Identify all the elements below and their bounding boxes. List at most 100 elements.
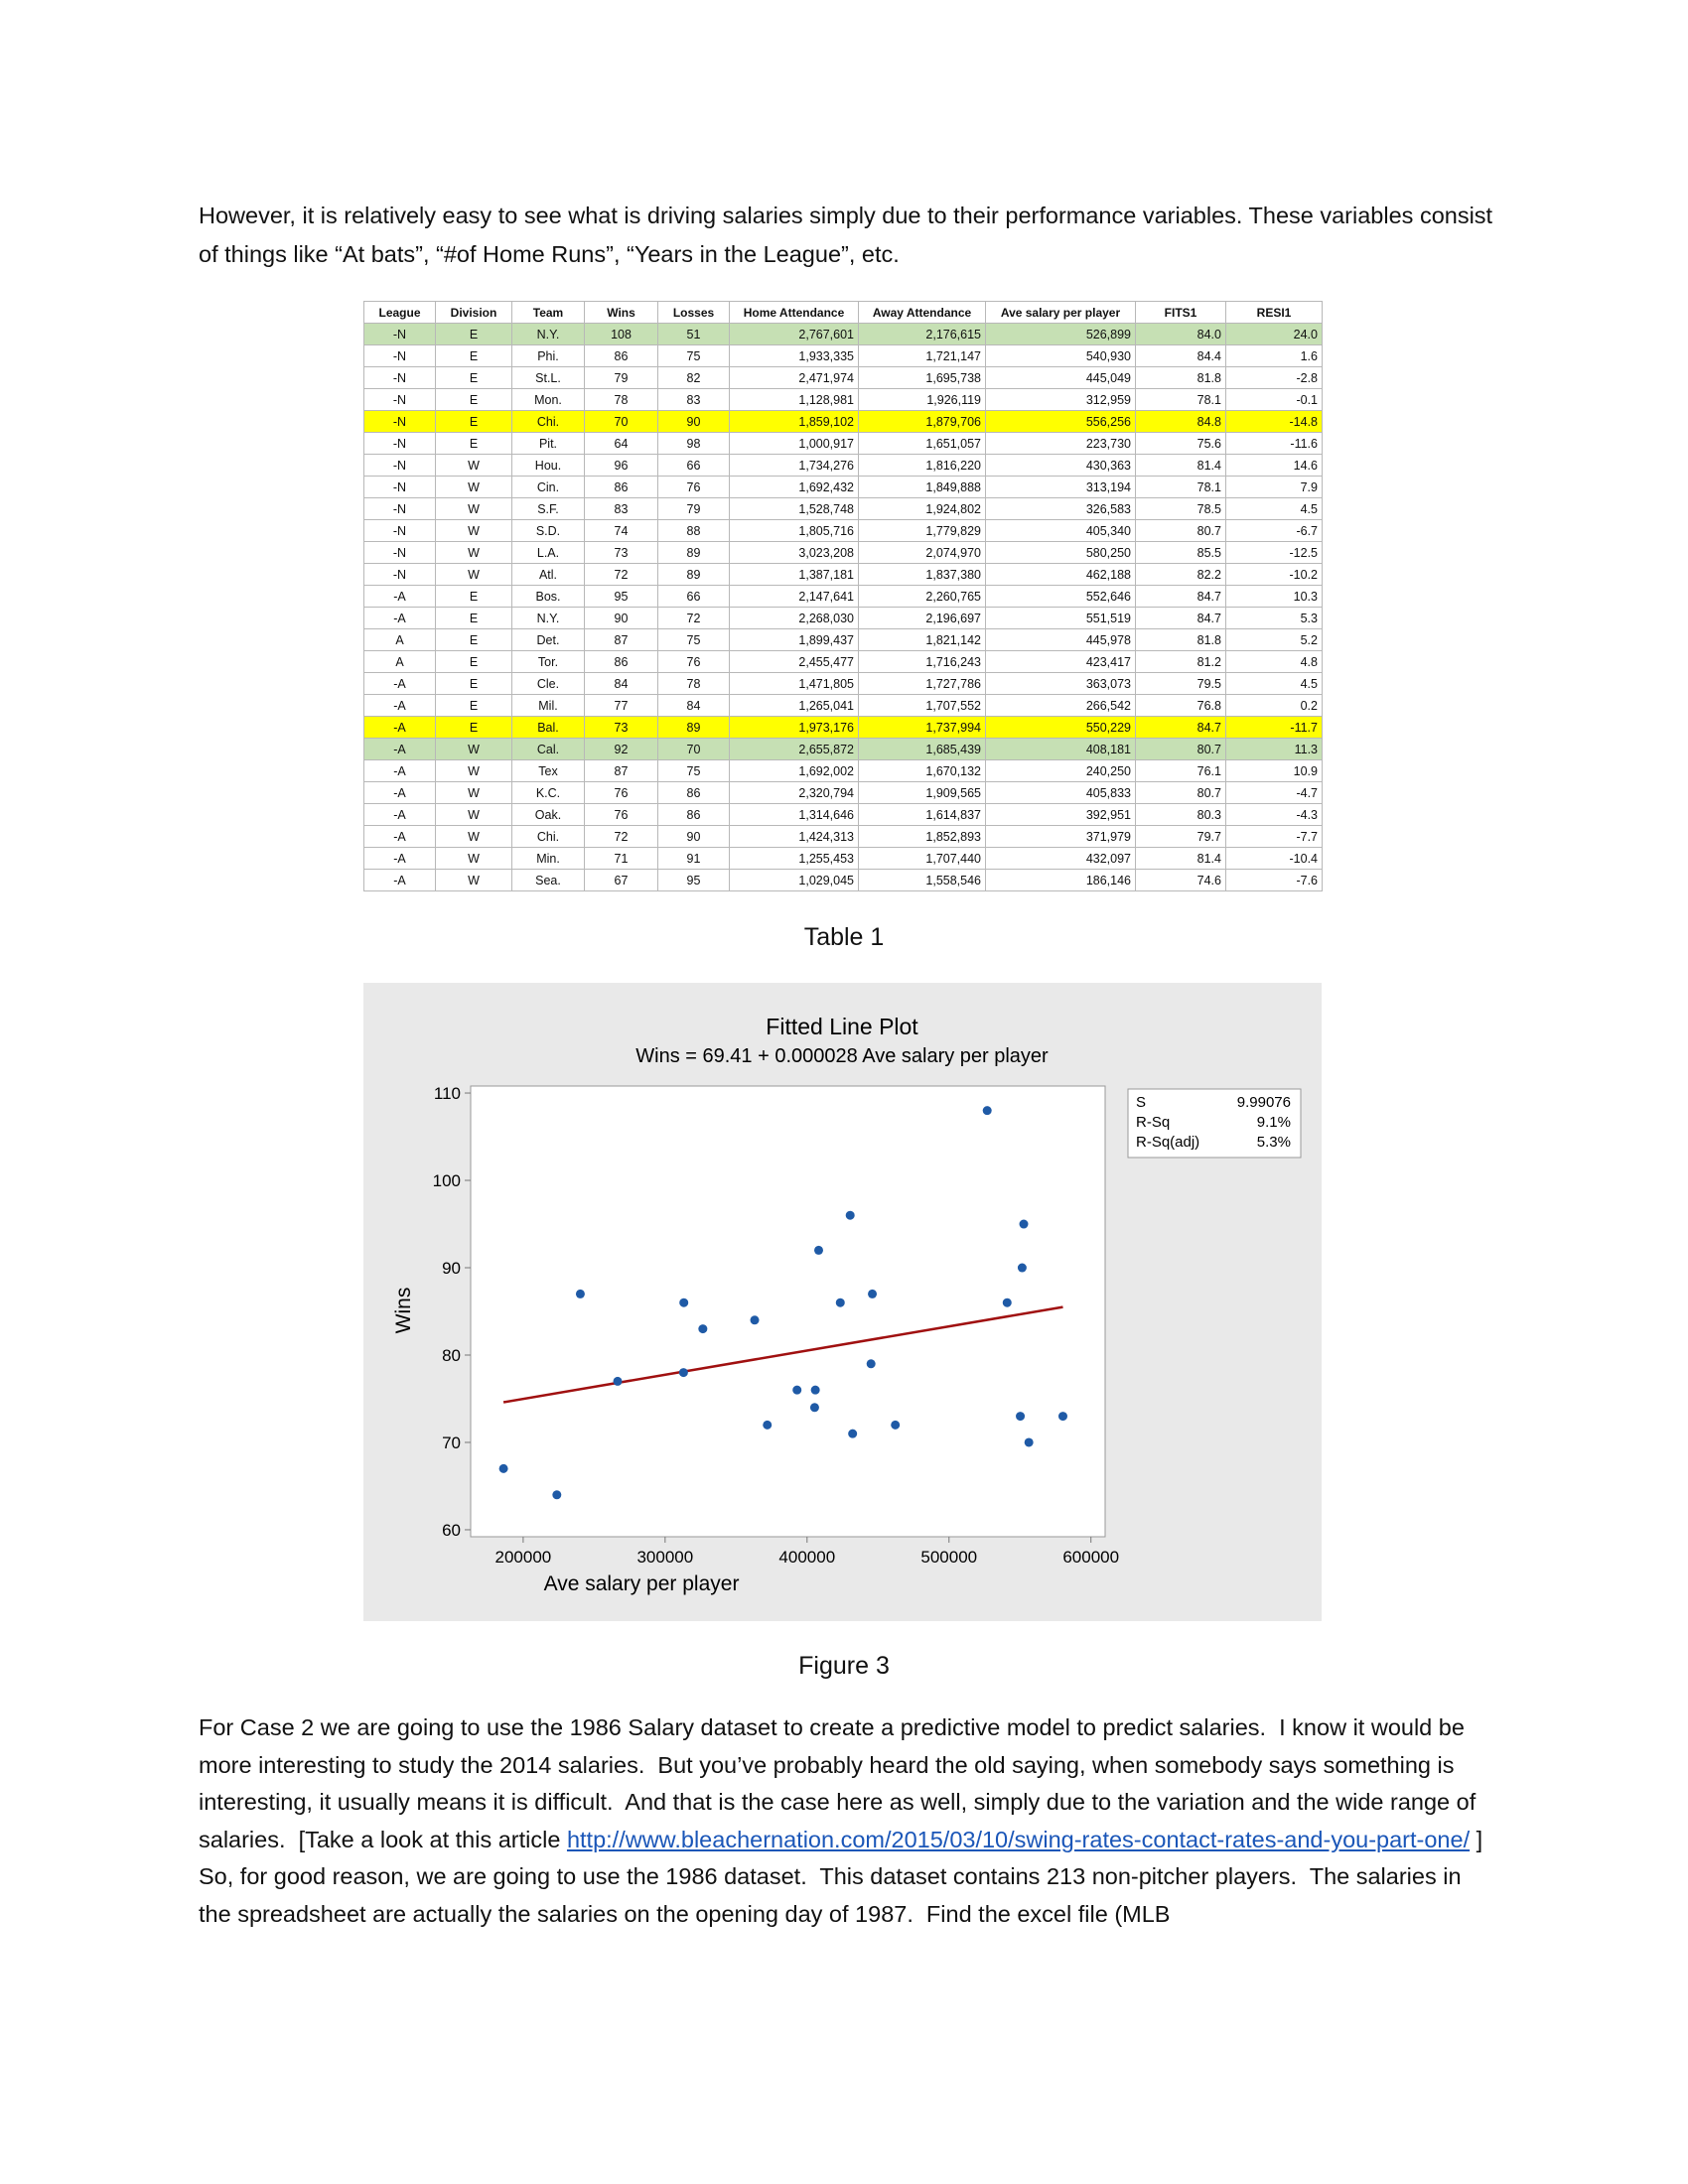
table-cell: -A — [363, 716, 436, 739]
stat-label: R-Sq — [1136, 1114, 1170, 1131]
article-link[interactable]: http://www.bleachernation.com/2015/03/10… — [566, 1826, 1471, 1852]
table-caption: Table 1 — [803, 923, 885, 951]
data-point — [792, 1385, 802, 1395]
table-cell: 1,933,335 — [729, 344, 859, 367]
table-cell: 445,978 — [985, 628, 1136, 651]
table-cell: 1,692,432 — [729, 476, 859, 498]
data-point — [1057, 1412, 1067, 1422]
table-cell: 76.8 — [1135, 694, 1226, 717]
text: ] So, for good reason, we are going to u… — [199, 1826, 1489, 1927]
table-cell: Min. — [511, 847, 585, 870]
table-cell: E — [435, 694, 512, 717]
table-cell: -N — [363, 519, 436, 542]
table-cell: 326,583 — [985, 497, 1136, 520]
table-cell: 76 — [657, 650, 730, 673]
table-cell: 2,196,697 — [858, 607, 986, 629]
data-point — [575, 1289, 585, 1298]
table-cell: -A — [363, 825, 436, 848]
table-cell: -N — [363, 454, 436, 477]
data-point — [613, 1376, 623, 1386]
table-cell: 1,424,313 — [729, 825, 859, 848]
y-tick-label: 110 — [434, 1084, 461, 1103]
table-cell: 2,147,641 — [729, 585, 859, 608]
table-cell: E — [435, 323, 512, 345]
table-cell: 556,256 — [985, 410, 1136, 433]
table-cell: 363,073 — [985, 672, 1136, 695]
table-cell: Oak. — [511, 803, 585, 826]
stat-value: 9.99076 — [1237, 1094, 1291, 1111]
table-cell: 580,250 — [985, 541, 1136, 564]
table-row: -N E Chi. 70 90 1,859,102 1,879,706 556,256 84.8… — [363, 410, 1323, 433]
table-cell: 1,314,646 — [729, 803, 859, 826]
table-cell: N.Y. — [511, 607, 585, 629]
table-cell: -7.7 — [1225, 825, 1323, 848]
table-row: -A E Bal. 73 89 1,973,176 1,737,994 550,229 84.7… — [363, 716, 1323, 739]
table-cell: 2,455,477 — [729, 650, 859, 673]
table-cell: -A — [363, 672, 436, 695]
table-cell: 1,816,220 — [858, 454, 986, 477]
table-row: -A W Oak. 76 86 1,314,646 1,614,837 392,951 80.3… — [363, 803, 1323, 826]
table-cell: 240,250 — [985, 759, 1136, 782]
table-cell: 76.1 — [1135, 759, 1226, 782]
table-cell: Tex — [511, 759, 585, 782]
figure-caption: Figure 3 — [798, 1652, 890, 1680]
table-cell: 90 — [657, 410, 730, 433]
table-cell: 266,542 — [985, 694, 1136, 717]
table-cell: 1,614,837 — [858, 803, 986, 826]
table-cell: 1,387,181 — [729, 563, 859, 586]
table-cell: 1,805,716 — [729, 519, 859, 542]
header-cell: Ave salary per player — [985, 301, 1136, 324]
header-cell: FITS1 — [1135, 301, 1226, 324]
table-cell: 1,909,565 — [858, 781, 986, 804]
y-tick-label: 60 — [442, 1521, 461, 1540]
table-cell: -14.8 — [1225, 410, 1323, 433]
closing-paragraph: For Case 2 we are going to use the 1986 … — [199, 1709, 1499, 1933]
table-cell: -N — [363, 388, 436, 411]
table-cell: 1,821,142 — [858, 628, 986, 651]
table-cell: Chi. — [511, 825, 585, 848]
stat-value: 9.1% — [1257, 1114, 1291, 1131]
table-cell: 72 — [584, 563, 658, 586]
table-cell: Mon. — [511, 388, 585, 411]
table-cell: 1,528,748 — [729, 497, 859, 520]
table-cell: 84.8 — [1135, 410, 1226, 433]
table-cell: Mil. — [511, 694, 585, 717]
table-cell: Bos. — [511, 585, 585, 608]
table-row: -A W Tex 87 75 1,692,002 1,670,132 240,250 76.1 1… — [363, 759, 1323, 782]
table-cell: W — [435, 847, 512, 870]
table-cell: 75 — [657, 344, 730, 367]
data-point — [679, 1297, 689, 1307]
table-cell: 1,859,102 — [729, 410, 859, 433]
data-point — [1002, 1297, 1012, 1307]
stat-label: S — [1136, 1094, 1146, 1111]
table-cell: -12.5 — [1225, 541, 1323, 564]
x-tick-label: 300000 — [636, 1548, 693, 1567]
table-cell: E — [435, 716, 512, 739]
header-cell: Division — [435, 301, 512, 324]
table-cell: 24.0 — [1225, 323, 1323, 345]
y-tick-label: 100 — [433, 1171, 461, 1190]
table-cell: -A — [363, 585, 436, 608]
table-cell: 1,695,738 — [858, 366, 986, 389]
table-cell: 7.9 — [1225, 476, 1323, 498]
table-cell: W — [435, 869, 512, 891]
table-cell: 1,734,276 — [729, 454, 859, 477]
table-cell: -7.6 — [1225, 869, 1323, 891]
stats-box — [1127, 1088, 1302, 1159]
header-cell: Team — [511, 301, 585, 324]
data-point — [1017, 1263, 1027, 1273]
fit-line — [502, 1305, 1063, 1404]
table-cell: Pit. — [511, 432, 585, 455]
table-cell: 74.6 — [1135, 869, 1226, 891]
table-cell: A — [363, 628, 436, 651]
table-cell: W — [435, 476, 512, 498]
table-cell: 80.7 — [1135, 519, 1226, 542]
table-cell: 423,417 — [985, 650, 1136, 673]
table-cell: 75 — [657, 628, 730, 651]
table-cell: 85.5 — [1135, 541, 1226, 564]
chart-subtitle: Wins = 69.41 + 0.000028 Ave salary per p… — [635, 1045, 1049, 1067]
table-cell: 98 — [657, 432, 730, 455]
stat-value: 5.3% — [1257, 1134, 1291, 1151]
table-cell: 4.5 — [1225, 672, 1323, 695]
table-cell: A — [363, 650, 436, 673]
